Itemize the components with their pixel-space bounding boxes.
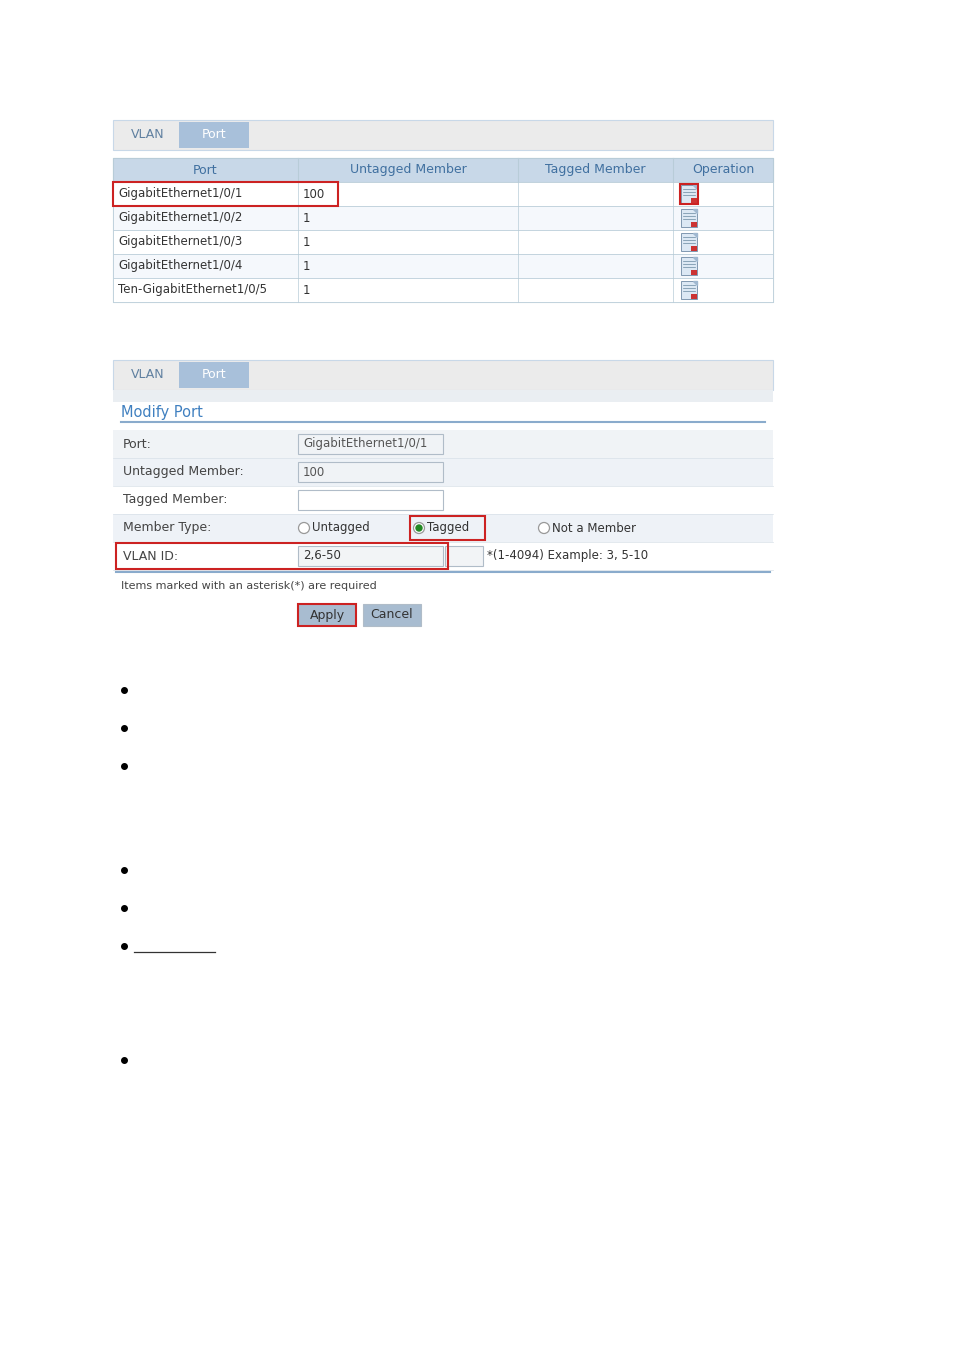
Polygon shape [692,281,697,285]
Bar [690,221,697,227]
Bar [680,256,697,275]
Text: 1: 1 [303,259,310,273]
Text: GigabitEthernet1/0/3: GigabitEthernet1/0/3 [118,235,242,248]
Text: Modify Port: Modify Port [121,405,203,420]
Text: Tagged: Tagged [427,521,469,535]
Bar [112,278,772,302]
Text: Member Type:: Member Type: [123,521,212,535]
Bar [112,541,772,570]
Bar [179,122,249,148]
Bar [690,294,697,298]
Text: 1: 1 [303,235,310,248]
Text: Port: Port [201,369,226,382]
Polygon shape [692,256,697,261]
Bar [118,362,178,387]
Bar [112,254,772,278]
Bar [297,490,442,510]
Text: 1: 1 [303,212,310,224]
Bar [297,462,442,482]
Polygon shape [692,185,697,189]
Text: GigabitEthernet1/0/1: GigabitEthernet1/0/1 [303,437,427,451]
Circle shape [298,522,309,533]
Bar [118,122,178,148]
Text: Operation: Operation [691,163,753,177]
Bar [112,486,772,514]
Bar [297,433,442,454]
Text: 2,6-50: 2,6-50 [303,549,340,563]
Text: Tagged Member: Tagged Member [545,163,645,177]
Bar [363,603,420,626]
Bar [179,362,249,387]
Text: VLAN: VLAN [132,128,165,142]
Bar [112,458,772,486]
Text: VLAN: VLAN [132,369,165,382]
Bar [690,270,697,275]
Text: Untagged Member: Untagged Member [349,163,466,177]
Text: 1: 1 [303,284,310,297]
Text: 100: 100 [303,466,325,478]
Bar [680,234,697,251]
Text: Apply: Apply [309,609,344,621]
Bar [112,360,772,390]
Text: Not a Member: Not a Member [552,521,636,535]
Bar [680,185,697,202]
Bar [116,543,448,568]
Text: 100: 100 [303,188,325,201]
Circle shape [537,522,549,533]
Polygon shape [692,209,697,213]
Circle shape [413,522,424,533]
Text: Port: Port [201,128,226,142]
Bar [112,431,772,458]
Bar [112,182,337,207]
Bar [112,514,772,541]
Bar [112,158,772,182]
Bar [112,390,772,402]
Bar [112,158,772,302]
Text: Cancel: Cancel [371,609,413,621]
Bar [112,120,772,150]
Text: GigabitEthernet1/0/2: GigabitEthernet1/0/2 [118,212,242,224]
Text: *(1-4094) Example: 3, 5-10: *(1-4094) Example: 3, 5-10 [486,549,647,563]
Text: GigabitEthernet1/0/4: GigabitEthernet1/0/4 [118,259,242,273]
Bar [680,281,697,298]
Text: Port:: Port: [123,437,152,451]
Bar [112,182,772,207]
Text: Ten-GigabitEthernet1/0/5: Ten-GigabitEthernet1/0/5 [118,284,267,297]
Text: Untagged: Untagged [312,521,370,535]
Circle shape [416,525,421,531]
Bar [297,603,355,626]
Text: Items marked with an asterisk(*) are required: Items marked with an asterisk(*) are req… [121,580,376,591]
Bar [297,545,442,566]
Bar [410,516,484,540]
Bar [679,184,698,204]
Bar [112,230,772,254]
Bar [690,246,697,251]
Bar [690,198,697,202]
Text: GigabitEthernet1/0/1: GigabitEthernet1/0/1 [118,188,242,201]
Text: Untagged Member:: Untagged Member: [123,466,244,478]
Bar [680,209,697,227]
Text: VLAN ID:: VLAN ID: [123,549,178,563]
Bar [444,545,482,566]
Bar [112,207,772,230]
Text: Tagged Member:: Tagged Member: [123,494,227,506]
Text: Port: Port [193,163,217,177]
Polygon shape [692,234,697,238]
